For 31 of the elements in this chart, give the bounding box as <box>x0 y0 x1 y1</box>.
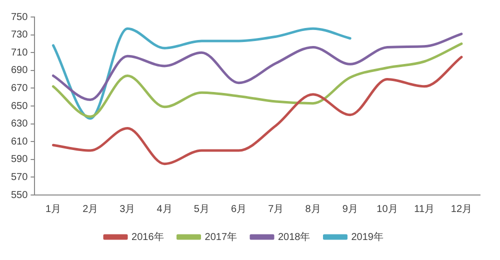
x-tick-label: 4月 <box>156 204 172 215</box>
x-tick-label: 10月 <box>376 204 398 215</box>
y-tick-label: 610 <box>10 136 28 148</box>
y-tick-label: 670 <box>10 82 28 94</box>
y-tick-label: 630 <box>10 118 28 130</box>
line-series <box>52 56 463 166</box>
x-tick-label: 3月 <box>120 204 136 215</box>
x-tick-label: 7月 <box>268 204 284 215</box>
y-tick-label: 590 <box>10 154 28 166</box>
line-series <box>52 32 463 102</box>
y-tick-label: 710 <box>10 47 28 58</box>
x-tick-label: 2月 <box>82 204 98 215</box>
y-tick-label: 650 <box>10 100 28 112</box>
legend-label: 2016年 <box>132 230 164 243</box>
x-tick-label: 9月 <box>342 204 358 215</box>
x-tick-label: 1月 <box>45 204 62 215</box>
legend-label: 2017年 <box>204 230 238 243</box>
x-tick-label: 11月 <box>414 204 435 215</box>
legend-label: 2019年 <box>351 230 384 243</box>
x-tick-label: 6月 <box>231 204 247 215</box>
y-tick-label: 550 <box>10 190 28 201</box>
line-series <box>52 42 463 118</box>
x-tick-label: 12月 <box>450 204 472 215</box>
legend-label: 2018年 <box>278 230 310 243</box>
x-tick-label: 8月 <box>305 204 321 215</box>
x-tick-label: 5月 <box>194 204 210 215</box>
y-tick-label: 690 <box>10 65 28 76</box>
y-tick-label: 570 <box>10 172 28 183</box>
line-series <box>52 27 352 120</box>
y-tick-label: 730 <box>10 30 28 41</box>
y-tick-label: 750 <box>10 12 28 23</box>
